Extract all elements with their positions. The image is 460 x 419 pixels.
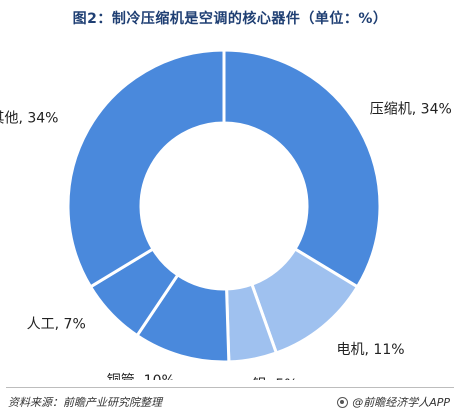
donut-slice-5	[66, 48, 226, 289]
source-note: 资料来源：前瞻产业研究院整理	[8, 396, 162, 409]
brand-logo-icon	[337, 396, 349, 408]
slice-label-2: 铝, 5%	[252, 377, 297, 380]
donut-slices	[66, 48, 382, 364]
slice-label-4: 人工, 7%	[27, 316, 86, 332]
brand-text: @前瞻经济学人APP	[352, 396, 450, 409]
brand-watermark: @前瞻经济学人APP	[337, 394, 450, 410]
footer-divider	[6, 387, 454, 388]
donut-chart: 压缩机, 34% 电机, 11% 铝, 5% 铜管, 10% 人工, 7% 其他, 34%	[0, 48, 452, 380]
slice-label-5: 其他, 34%	[0, 111, 58, 127]
slice-label-1: 电机, 11%	[337, 342, 405, 358]
donut-slice-0	[222, 48, 382, 289]
slice-labels: 压缩机, 34% 电机, 11% 铝, 5% 铜管, 10% 人工, 7% 其他, 34%	[0, 102, 452, 380]
chart-title: 图2：制冷压缩机是空调的核心器件（单位：%）	[72, 11, 388, 27]
slice-label-0: 压缩机, 34%	[370, 102, 452, 118]
slice-label-3: 铜管, 10%	[107, 373, 175, 380]
